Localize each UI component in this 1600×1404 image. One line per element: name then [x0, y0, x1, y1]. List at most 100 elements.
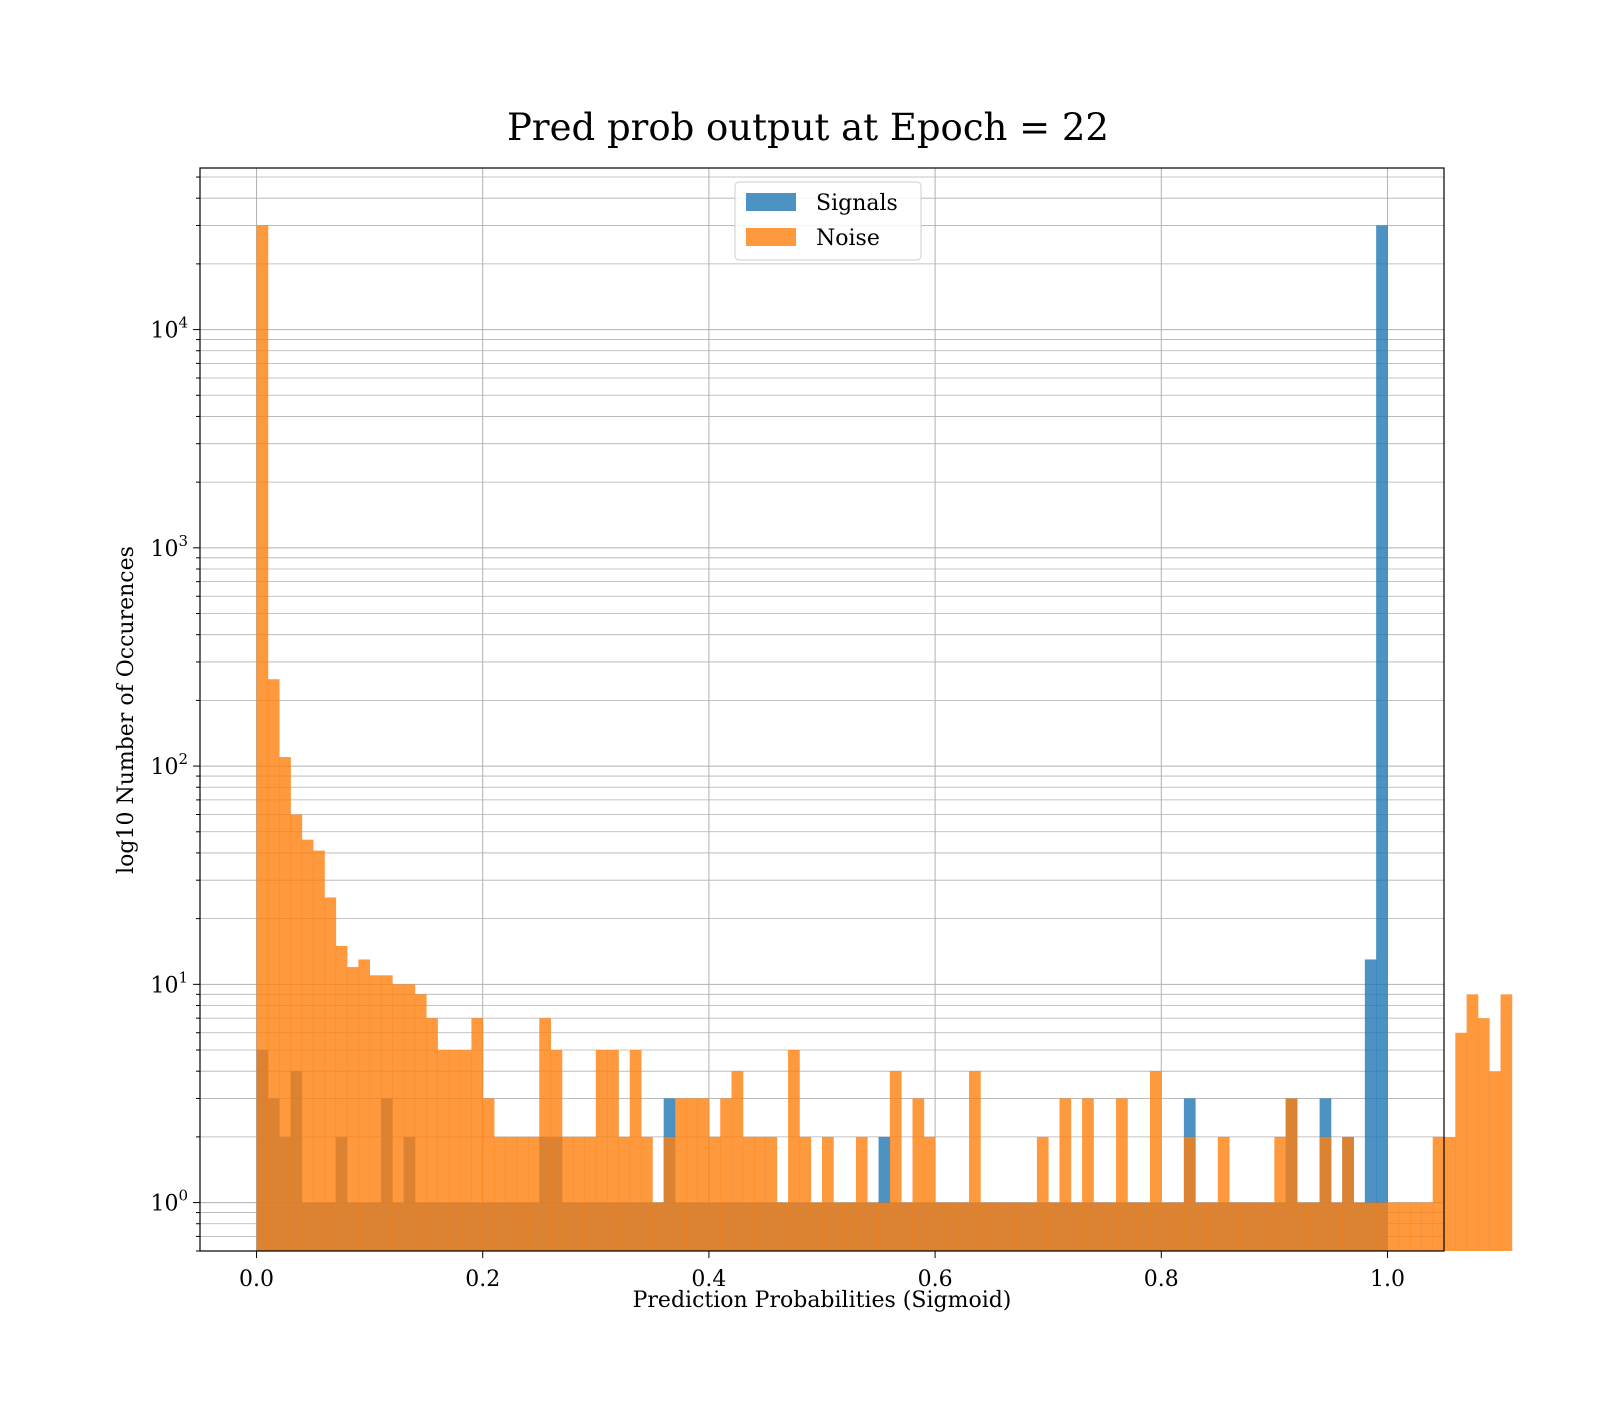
bar-noise	[1330, 1202, 1343, 1251]
bar-noise	[742, 1136, 755, 1251]
bar-noise	[946, 1202, 959, 1251]
bar-noise	[1398, 1202, 1411, 1251]
bar-noise	[855, 1136, 868, 1251]
x-tick-label: 0.0	[239, 1267, 274, 1292]
y-tick-label: 102	[150, 750, 188, 780]
legend: Signals Noise	[734, 181, 922, 261]
bar-noise	[482, 1098, 495, 1251]
bar-noise	[437, 1050, 450, 1251]
bar-noise	[1421, 1202, 1434, 1251]
bar-signals	[1376, 225, 1388, 1252]
bar-noise	[1376, 1202, 1388, 1251]
bar-noise	[1206, 1202, 1219, 1251]
bar-noise	[414, 994, 427, 1251]
bar-noise	[629, 1050, 642, 1251]
bar-noise	[1410, 1202, 1422, 1251]
x-tick-label: 0.2	[465, 1267, 500, 1292]
bar-noise	[403, 984, 416, 1251]
bar-noise	[1387, 1202, 1400, 1251]
bar-noise	[980, 1202, 993, 1251]
bar-noise	[1025, 1202, 1038, 1251]
bar-noise	[1229, 1202, 1241, 1251]
legend-label-noise: Noise	[816, 226, 880, 251]
bar-noise	[460, 1050, 472, 1251]
bar-noise	[754, 1136, 766, 1251]
bar-noise	[641, 1136, 653, 1251]
bar-noise	[663, 1136, 676, 1251]
bar-noise	[731, 1071, 744, 1251]
bar-noise	[1127, 1202, 1140, 1251]
bar-noise	[720, 1098, 732, 1251]
bar-noise	[256, 225, 269, 1252]
bar-noise	[935, 1202, 947, 1251]
bar-noise	[380, 975, 393, 1251]
bar-noise	[969, 1071, 981, 1251]
bar-noise	[1308, 1202, 1320, 1251]
bar-noise	[1161, 1202, 1173, 1251]
bar-noise	[686, 1098, 698, 1251]
bar-noise	[991, 1202, 1004, 1251]
bar-noise	[1036, 1136, 1049, 1251]
bar-noise	[516, 1136, 529, 1251]
bar-noise	[1195, 1202, 1207, 1251]
bar-noise	[697, 1098, 710, 1251]
bar-noise	[674, 1098, 687, 1251]
bar-noise	[1285, 1098, 1298, 1251]
bar-noise	[1183, 1136, 1196, 1251]
bar-noise	[1070, 1202, 1083, 1251]
bar-noise	[1093, 1202, 1106, 1251]
bar-noise	[923, 1136, 936, 1251]
bar-noise	[1455, 1032, 1468, 1251]
bar-noise	[539, 1018, 551, 1251]
bar-noise	[335, 945, 348, 1251]
bar-noise	[1059, 1098, 1072, 1251]
bar-noise	[527, 1136, 540, 1251]
bar-noise	[1353, 1202, 1366, 1251]
bar-noise	[267, 679, 280, 1251]
bar-noise	[810, 1202, 823, 1251]
bar-noise	[1104, 1202, 1117, 1251]
bar-noise	[901, 1202, 913, 1251]
plot-frame	[199, 167, 1445, 1252]
bar-noise	[1240, 1202, 1253, 1251]
bar-noise	[1432, 1136, 1445, 1251]
bar-noise	[301, 839, 314, 1251]
bar-noise	[1217, 1136, 1230, 1251]
bar-noise	[844, 1202, 857, 1251]
bar-noise	[889, 1071, 902, 1251]
bar-noise	[1342, 1136, 1354, 1251]
bar-noise	[788, 1050, 800, 1251]
y-tick-label: 104	[150, 314, 188, 344]
bar-signals	[1364, 959, 1377, 1251]
x-axis-label: Prediction Probabilities (Sigmoid)	[633, 1288, 1012, 1313]
bar-noise	[1296, 1202, 1309, 1251]
bar-noise	[1444, 1136, 1456, 1251]
bar-noise	[358, 959, 371, 1251]
bar-noise	[448, 1050, 461, 1251]
bar-noise	[324, 897, 337, 1251]
bar-noise	[290, 814, 303, 1251]
bar-noise	[505, 1136, 518, 1251]
legend-swatch-noise	[746, 228, 796, 246]
bar-noise	[1149, 1071, 1162, 1251]
bar-signals	[878, 1136, 891, 1251]
bar-noise	[1014, 1202, 1026, 1251]
bar-noise	[776, 1202, 789, 1251]
bar-noise	[708, 1136, 721, 1251]
bar-noise	[1500, 994, 1513, 1251]
bar-noise	[584, 1136, 597, 1251]
bar-noise	[652, 1202, 665, 1251]
bar-noise	[878, 1202, 891, 1251]
bar-noise	[957, 1202, 970, 1251]
bar-noise	[765, 1136, 778, 1251]
bar-noise	[426, 1018, 438, 1251]
bar-noise	[1489, 1071, 1501, 1251]
bar-noise	[573, 1136, 585, 1251]
legend-swatch-signals	[746, 193, 796, 211]
bar-noise	[1466, 994, 1479, 1251]
x-tick-label: 0.6	[918, 1267, 953, 1292]
bar-noise	[1477, 1018, 1490, 1251]
bar-noise	[550, 1050, 563, 1251]
